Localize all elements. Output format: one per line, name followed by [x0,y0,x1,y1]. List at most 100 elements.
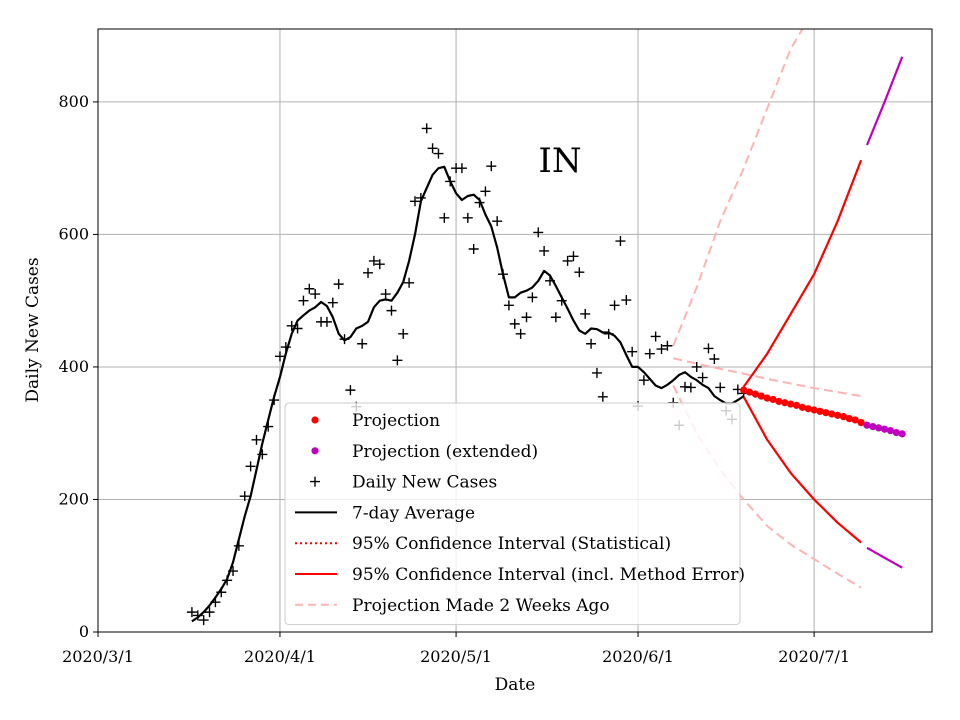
data-point-marker [697,372,708,383]
projection-point [828,410,836,418]
legend-entry: 95% Confidence Interval (Statistical) [295,534,671,554]
legend-entry: 95% Confidence Interval (incl. Method Er… [295,565,745,585]
data-point-marker [539,245,550,256]
data-point-marker [621,295,632,306]
projection-point [740,386,748,394]
projection-extended-point [875,424,883,432]
legend: Projection Projection (extended) Daily New… [284,402,745,626]
data-point-marker [386,305,397,316]
data-point-marker [550,312,561,323]
data-point-marker [650,331,661,342]
projection-point [792,401,801,409]
axes-frame [97,28,933,633]
y-tick-label: 600 [58,224,89,243]
projection-extended-point [892,428,900,437]
data-point-marker [568,251,579,262]
x-tick-label: 2020/5/1 [420,647,492,666]
legend-entry: Projection (extended) [311,442,538,462]
data-point-marker [492,216,503,227]
y-tick-label: 200 [58,489,89,508]
95-confidence-interval-extended-upper-line [865,56,904,146]
data-point-marker [368,255,379,266]
projection-point [804,405,812,413]
data-point-marker [468,243,479,254]
data-point-marker [691,361,702,372]
data-point-marker [615,236,626,247]
data-point-marker [327,297,338,308]
data-point-marker [480,186,491,197]
data-point-marker [609,300,620,311]
data-point-marker [239,491,250,502]
y-tick-label: 0 [79,622,89,641]
legend-label: Projection (extended) [352,442,538,462]
data-point-marker [509,318,520,329]
data-point-marker [251,434,262,445]
projection-made-2-weeks-ago-lower-line [672,385,862,589]
data-point-marker [345,385,356,396]
data-point-marker [333,279,344,290]
data-point-marker [709,353,720,364]
projection-point [781,399,789,407]
projection-point [839,413,848,421]
data-point-marker [392,355,403,366]
projection-point [769,395,777,404]
data-point-marker [304,283,315,294]
data-point-marker [503,300,514,311]
data-point-marker [245,461,256,472]
projection-point [745,388,754,396]
projection-point [763,394,771,402]
projection-extended-point [863,421,871,429]
data-point-marker [627,346,638,357]
legend-entry: Projection [311,411,440,431]
data-point-marker [321,316,332,327]
data-point-marker [486,161,497,172]
data-point-marker [186,607,197,618]
projection-made-2-weeks-ago-line [673,357,862,398]
data-point-marker [439,212,450,223]
data-point-marker [274,351,285,362]
data-point-marker [586,338,597,349]
legend-entry: Projection Made 2 Weeks Ago [295,596,610,616]
data-point-marker [357,338,368,349]
data-point-marker [638,375,649,386]
projection-point [787,400,795,408]
legend-marker-dot [311,416,319,424]
projection-extended-point [886,426,895,435]
data-point-marker [462,212,473,223]
data-point-marker [644,348,655,359]
data-point-marker [363,267,374,278]
95-confidence-interval-incl-method-error-upper-line [742,159,863,388]
projection-point [822,409,830,417]
projection-point [751,390,760,398]
data-point-marker [533,227,544,238]
data-point-marker [398,328,409,339]
y-tick-label: 800 [58,92,89,111]
projection-point [775,397,783,406]
y-axis-label: Daily New Cases [23,257,43,402]
data-point-marker [409,196,420,207]
data-point-marker [298,295,309,306]
data-point-marker [597,391,608,402]
x-tick-label: 2020/3/1 [62,647,134,666]
data-point-marker [374,259,385,270]
ticks: 0 200 400 600 800 2020/3/1 2020/4/1 2020/5/1 202… [58,92,850,666]
data-point-marker [685,382,696,393]
95-confidence-interval-incl-method-error-lower-line [742,396,862,544]
projection-point [798,403,807,411]
95-confidence-interval-extended-lower-line [866,546,903,569]
data-point-marker [703,343,714,354]
legend-label: 7-day Average [352,503,475,523]
data-point-marker [404,277,415,288]
x-tick-label: 2020/6/1 [602,647,674,666]
x-tick-label: 2020/4/1 [244,647,316,666]
chart-title: IN [538,141,581,181]
legend-marker-plus [310,476,320,487]
data-point-marker [456,163,467,174]
legend-label: Projection [352,411,440,431]
projection-point [810,406,818,414]
data-point-marker [662,340,673,351]
legend-label: Daily New Cases [352,473,497,493]
projection-point [851,416,859,424]
data-point-marker [580,308,591,319]
